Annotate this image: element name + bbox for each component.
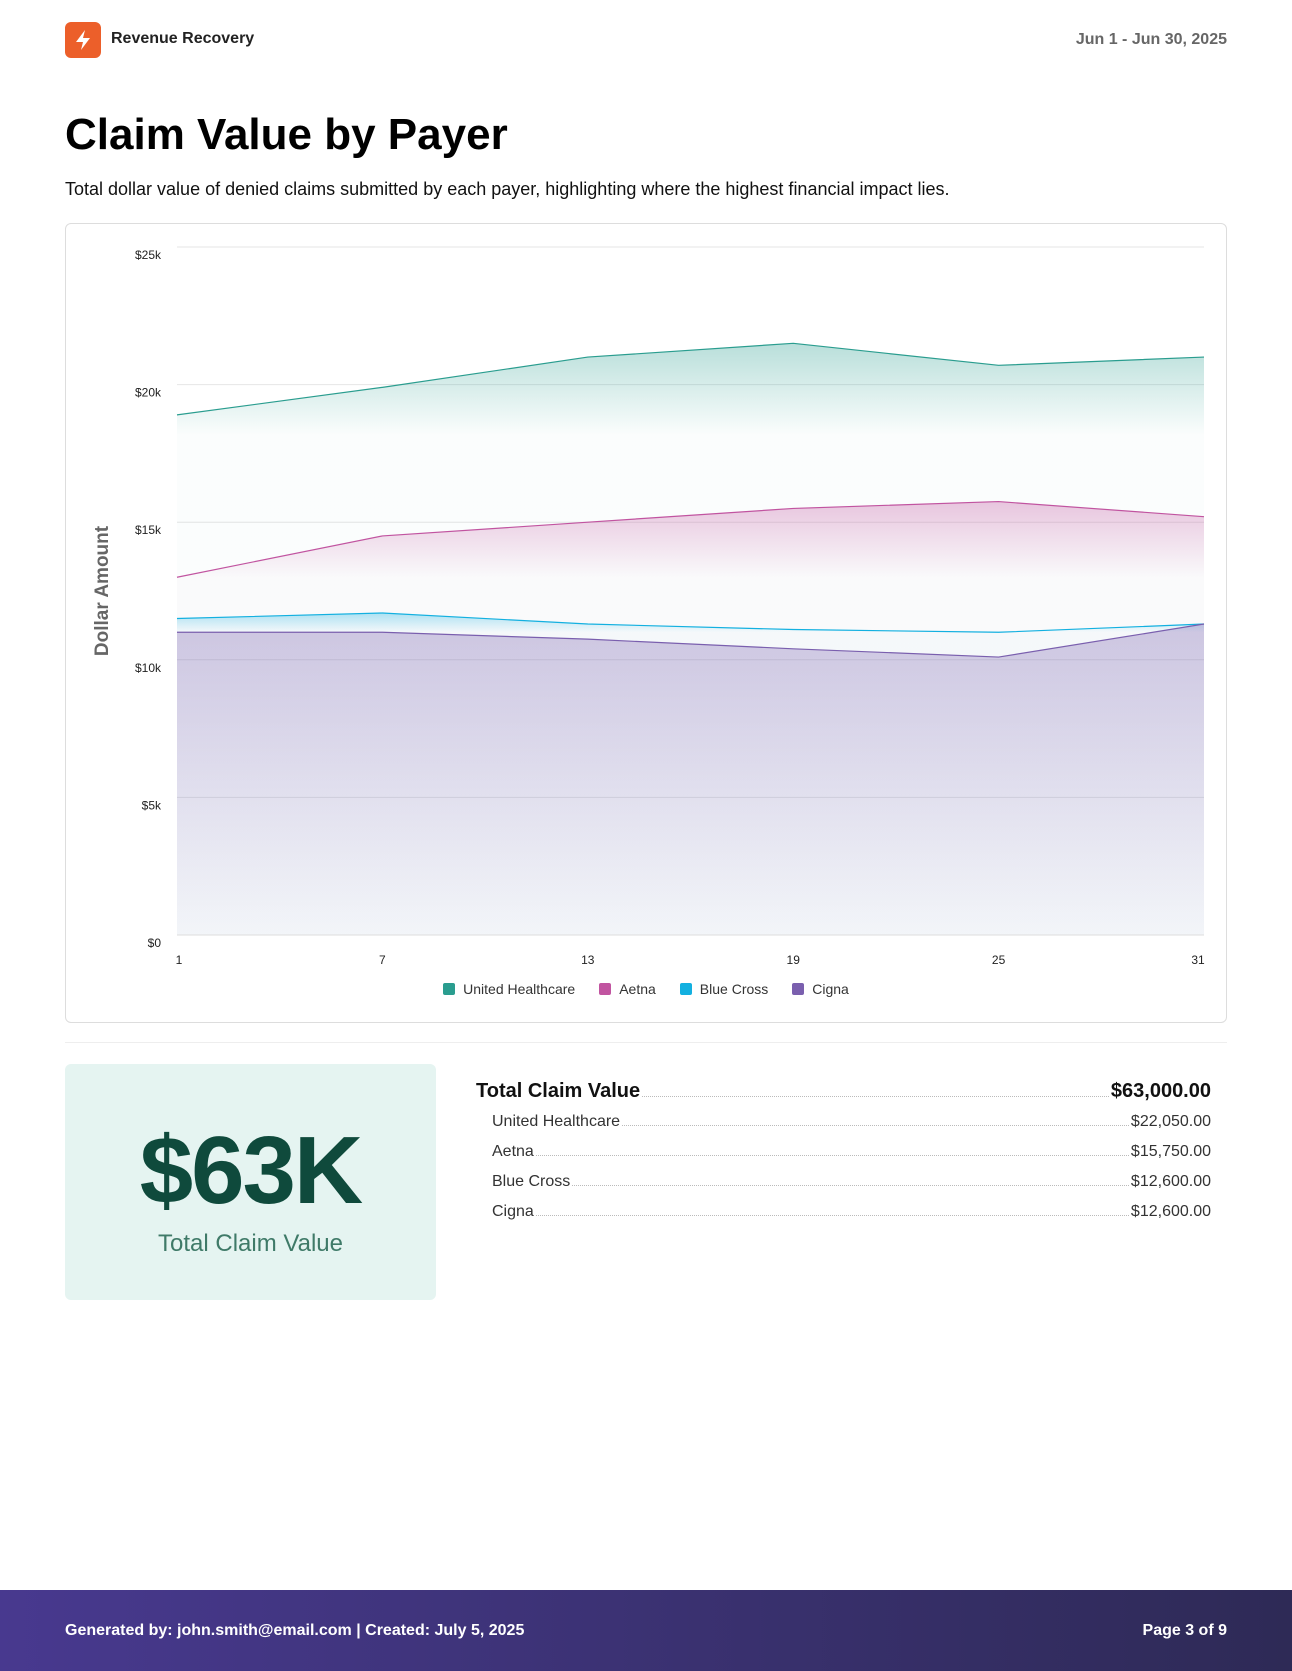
x-tick-label: 19: [787, 953, 801, 967]
area-chart: $0 $5k $10k $15k $20k $25k 1 7 13 19 25 31 Dollar Am…: [92, 246, 1205, 967]
y-tick-label: $10k: [135, 661, 162, 675]
row-value: $22,050.00: [1130, 1113, 1211, 1130]
lightning-bolt-icon: [76, 30, 90, 50]
legend-item: Aetna: [599, 981, 656, 997]
total-value: $63,000.00: [1110, 1080, 1211, 1102]
table-row: Aetna $15,750.00: [476, 1143, 1211, 1161]
legend-swatch: [792, 983, 805, 995]
legend-label: United Healthcare: [463, 981, 576, 997]
page-number: Page 3 of 9: [1142, 1622, 1227, 1639]
legend-swatch: [679, 983, 692, 995]
legend-label: Cigna: [812, 981, 849, 997]
x-tick-label: 13: [581, 953, 595, 967]
area-cigna: [177, 624, 1204, 935]
brand-name: Revenue Recovery: [111, 30, 255, 47]
total-kpi-card: $63K Total Claim Value: [65, 1064, 436, 1300]
legend-item: Cigna: [792, 981, 849, 997]
x-tick-label: 31: [1191, 953, 1205, 967]
total-label: Total Claim Value: [476, 1080, 641, 1102]
page-subtitle: Total dollar value of denied claims subm…: [65, 179, 950, 199]
row-label: Blue Cross: [492, 1173, 571, 1190]
line-cigna: [177, 623, 1205, 658]
footer-generated: Generated by: john.smith@email.com | Cre…: [65, 1622, 525, 1639]
legend-swatch: [443, 983, 456, 995]
page-title: Claim Value by Payer: [65, 110, 508, 159]
legend-label: Blue Cross: [699, 981, 769, 997]
row-label: Cigna: [492, 1203, 534, 1220]
row-value: $12,600.00: [1130, 1203, 1211, 1220]
y-tick-label: $0: [148, 936, 162, 950]
kpi-value: $63K: [139, 1117, 364, 1224]
y-tick-label: $20k: [135, 386, 162, 400]
line-aetna: [176, 500, 1205, 578]
legend-item: Blue Cross: [679, 981, 769, 997]
total-row: Total Claim Value $63,000.00: [476, 1080, 1211, 1103]
legend-label: Aetna: [619, 981, 656, 997]
kpi-label: Total Claim Value: [158, 1230, 343, 1257]
row-label: Aetna: [492, 1143, 534, 1160]
y-tick-label: $25k: [135, 248, 162, 262]
y-tick-label: $15k: [135, 523, 162, 537]
chart-legend: United Healthcare Aetna Blue Cross Cigna: [66, 981, 1226, 997]
row-label: United Healthcare: [492, 1113, 621, 1130]
table-row: Blue Cross $12,600.00: [476, 1173, 1211, 1191]
legend-swatch: [599, 983, 612, 995]
claim-value-table: Total Claim Value $63,000.00 United Healt…: [476, 1080, 1211, 1233]
footer: Generated by: john.smith@email.com | Cre…: [0, 1590, 1292, 1671]
table-row: Cigna $12,600.00: [476, 1203, 1211, 1221]
table-row: United Healthcare $22,050.00: [476, 1113, 1211, 1131]
y-axis-label: Dollar Amount: [92, 525, 113, 656]
line-united-healthcare: [176, 342, 1205, 416]
x-tick-label: 7: [379, 953, 386, 967]
row-value: $15,750.00: [1130, 1143, 1211, 1160]
x-tick-label: 25: [992, 953, 1006, 967]
date-range: Jun 1 - Jun 30, 2025: [1075, 31, 1227, 48]
chart-card: $0 $5k $10k $15k $20k $25k 1 7 13 19 25 31 Dollar Am…: [65, 223, 1227, 1023]
x-tick-label: 1: [176, 953, 183, 967]
divider: [65, 1042, 1227, 1043]
line-blue-cross: [176, 612, 1205, 633]
y-tick-label: $5k: [142, 798, 162, 812]
brand-logo: [65, 22, 101, 58]
legend-item: United Healthcare: [443, 981, 575, 997]
row-value: $12,600.00: [1130, 1173, 1211, 1190]
